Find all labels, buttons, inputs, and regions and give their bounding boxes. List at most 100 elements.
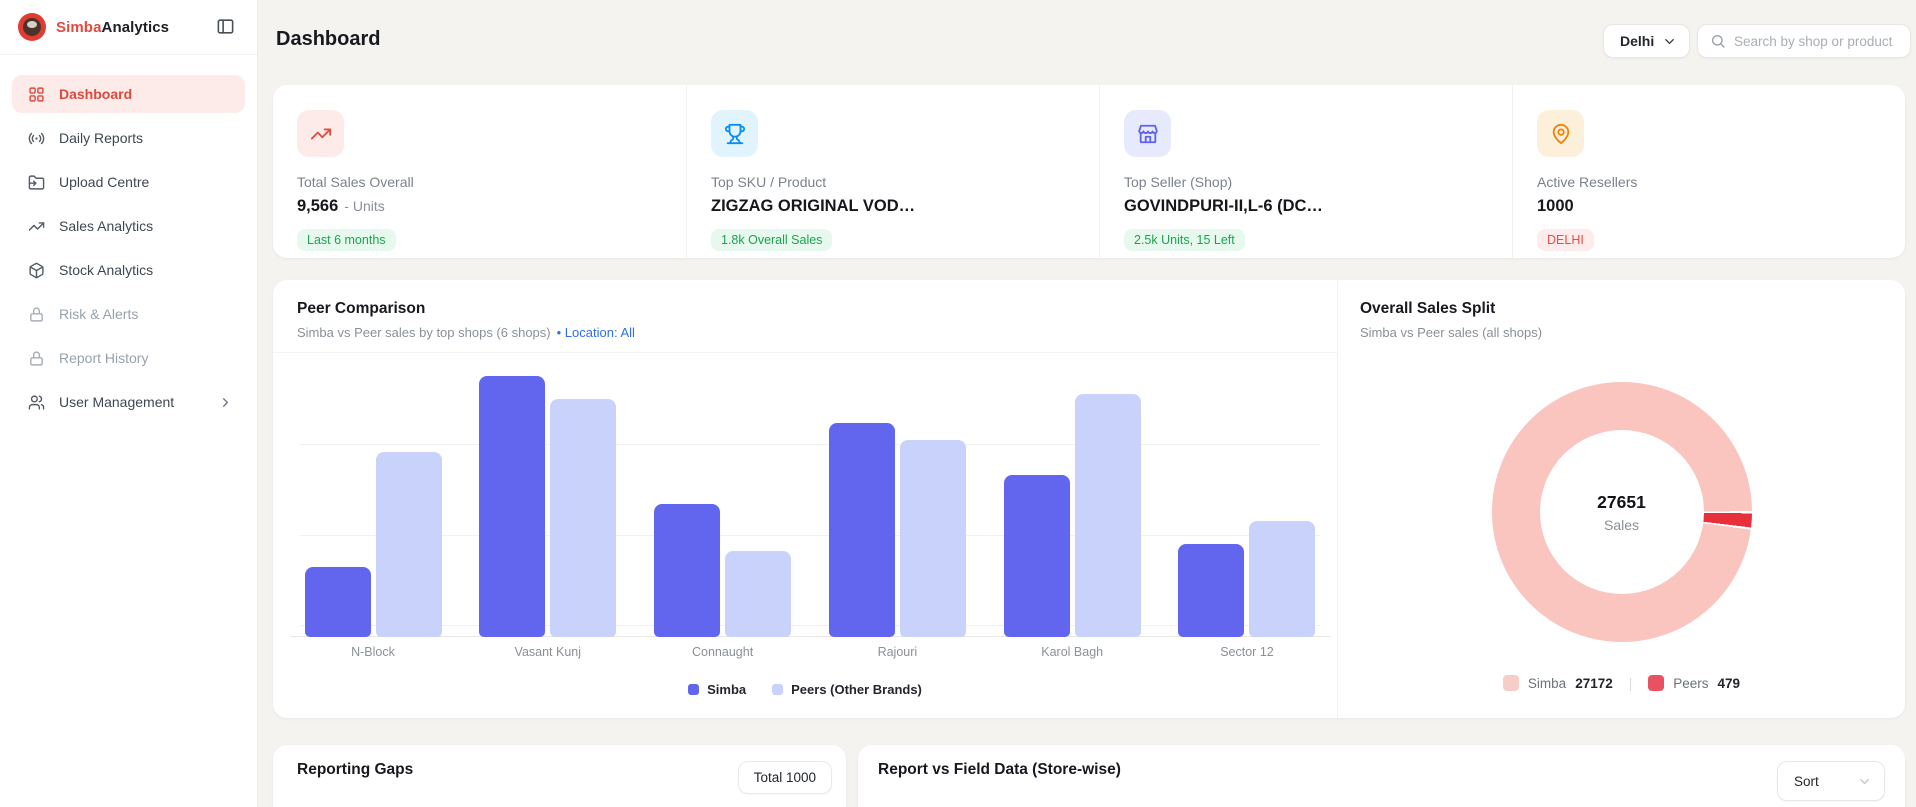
sidebar-item-upload-centre[interactable]: Upload Centre	[12, 163, 245, 201]
stat-value: 1000	[1537, 197, 1574, 215]
sidebar-item-sales-analytics[interactable]: Sales Analytics	[12, 207, 245, 245]
stat-card: Top SKU / Product ZIGZAG ORIGINAL VOD… 1.8…	[686, 85, 1099, 258]
legend-label: Peers (Other Brands)	[791, 682, 922, 697]
package-icon	[28, 262, 46, 279]
sales-split-subtitle: Simba vs Peer sales (all shops)	[1360, 325, 1543, 340]
trending-up-icon	[28, 218, 46, 235]
bar-simba	[304, 567, 371, 637]
sidebar-item-report-history: Report History	[12, 339, 245, 377]
location-filter-link[interactable]: • Location: All	[556, 325, 635, 340]
stat-value: 9,566- Units	[297, 197, 385, 215]
chevron-down-icon	[1662, 34, 1677, 49]
sales-split-panel: Overall Sales Split Simba vs Peer sales …	[1337, 280, 1905, 718]
stat-badge: DELHI	[1537, 229, 1594, 251]
peer-comparison-subtitle-text: Simba vs Peer sales by top shops (6 shop…	[297, 325, 551, 340]
sort-dropdown[interactable]: Sort	[1777, 761, 1885, 801]
bar-peers	[1074, 394, 1141, 637]
users-icon	[28, 394, 46, 411]
sidebar-item-label: User Management	[59, 394, 175, 410]
stat-badge: Last 6 months	[297, 229, 396, 251]
sidebar-item-daily-reports[interactable]: Daily Reports	[12, 119, 245, 157]
location-dropdown[interactable]: Delhi	[1603, 24, 1691, 58]
sidebar-item-user-management[interactable]: User Management	[12, 383, 245, 421]
x-axis-labels: N-Block Vasant Kunj Connaught Rajouri Karol …	[300, 645, 1320, 659]
bar-simba	[1178, 544, 1245, 637]
legend-label: Peers	[1673, 675, 1709, 691]
donut-legend-item: Peers 479	[1648, 675, 1740, 691]
brand-name-secondary: Analytics	[101, 18, 170, 36]
stat-label: Top Seller (Shop)	[1124, 174, 1233, 190]
peer-comparison-header: Peer Comparison Simba vs Peer sales by t…	[273, 280, 1337, 353]
peer-comparison-subtitle: Simba vs Peer sales by top shops (6 shop…	[297, 325, 1313, 340]
x-axis-label: Connaught	[692, 645, 754, 659]
bar-group	[1001, 394, 1143, 637]
sidebar-item-dashboard[interactable]: Dashboard	[12, 75, 245, 113]
grid-icon	[28, 86, 46, 103]
sidebar-item-label: Daily Reports	[59, 130, 144, 146]
sidebar-item-stock-analytics[interactable]: Stock Analytics	[12, 251, 245, 289]
x-axis-label: Rajouri	[877, 645, 918, 659]
bar-peers	[1249, 521, 1316, 637]
broadcast-icon	[28, 130, 46, 147]
sales-split-header: Overall Sales Split Simba vs Peer sales …	[1338, 280, 1905, 340]
stat-label: Active Resellers	[1537, 174, 1638, 190]
legend-label: Simba	[1527, 675, 1567, 691]
search-box[interactable]	[1697, 24, 1911, 58]
bar-chart-legend: Simba Peers (Other Brands)	[273, 682, 1337, 697]
sidebar-item-label: Dashboard	[59, 86, 133, 102]
bar-chart	[290, 370, 1330, 637]
legend-swatch	[1648, 675, 1665, 691]
sidebar: SimbaAnalytics Dashboard Daily Reports Upl…	[0, 0, 258, 807]
bar-group	[477, 376, 619, 637]
donut-center: 27651 Sales	[1539, 430, 1704, 594]
sidebar-item-risk-alerts: Risk & Alerts	[12, 295, 245, 333]
bar-peers	[375, 452, 442, 637]
gridline	[300, 625, 1320, 626]
legend-swatch	[688, 684, 700, 695]
gridline	[300, 444, 1320, 445]
x-axis-label: Sector 12	[1220, 645, 1274, 659]
donut-center-value: 27651	[1597, 491, 1646, 512]
bar-peers	[725, 551, 792, 637]
x-axis-label: N-Block	[351, 645, 395, 659]
sales-split-title: Overall Sales Split	[1360, 300, 1496, 317]
sidebar-item-label: Report History	[59, 350, 149, 366]
stat-card: Top Seller (Shop) GOVINDPURI-II,L-6 (DC… 2…	[1099, 85, 1512, 258]
donut-center-label: Sales	[1603, 516, 1640, 533]
bar-peers	[899, 440, 966, 637]
search-icon	[1710, 33, 1726, 49]
store-icon	[1124, 110, 1171, 157]
stat-card: Active Resellers 1000 DELHI	[1512, 85, 1905, 258]
chevron-down-icon	[1857, 774, 1872, 789]
legend-item: Peers (Other Brands)	[772, 682, 922, 697]
legend-swatch	[1502, 675, 1519, 691]
sidebar-item-label: Sales Analytics	[59, 218, 154, 234]
sidebar-item-label: Risk & Alerts	[59, 306, 139, 322]
map-pin-icon	[1537, 110, 1584, 157]
donut-legend-item: Simba 27172	[1502, 675, 1613, 691]
brand: SimbaAnalytics	[0, 0, 257, 55]
sidebar-collapse-icon[interactable]	[216, 17, 235, 36]
stat-label: Total Sales Overall	[297, 174, 414, 190]
peer-comparison-title: Peer Comparison	[297, 300, 426, 317]
legend-value: 479	[1717, 675, 1741, 691]
legend-swatch	[772, 684, 784, 695]
stats-band: Total Sales Overall 9,566- Units Last 6 mo…	[273, 85, 1905, 258]
stat-badge: 2.5k Units, 15 Left	[1124, 229, 1245, 251]
brand-name-primary: Simba	[56, 18, 102, 36]
legend-label: Simba	[707, 682, 747, 697]
donut-legend: Simba 27172 | Peers 479	[1338, 675, 1905, 691]
reporting-gaps-title: Reporting Gaps	[297, 761, 414, 778]
stat-value: GOVINDPURI-II,L-6 (DC…	[1124, 197, 1323, 215]
search-input[interactable]	[1734, 33, 1900, 49]
upload-folder-icon	[28, 174, 46, 191]
reporting-gaps-card: Reporting Gaps Total 1000 Highlighting w…	[273, 745, 846, 807]
bar-group	[1176, 521, 1318, 637]
trending-up-icon	[297, 110, 344, 157]
brand-logo	[18, 13, 46, 41]
total-badge: Total 1000	[737, 761, 832, 794]
location-dropdown-value: Delhi	[1620, 33, 1655, 49]
stat-label: Top SKU / Product	[711, 174, 827, 190]
bar-simba	[828, 423, 895, 637]
legend-value: 27172	[1575, 675, 1613, 691]
